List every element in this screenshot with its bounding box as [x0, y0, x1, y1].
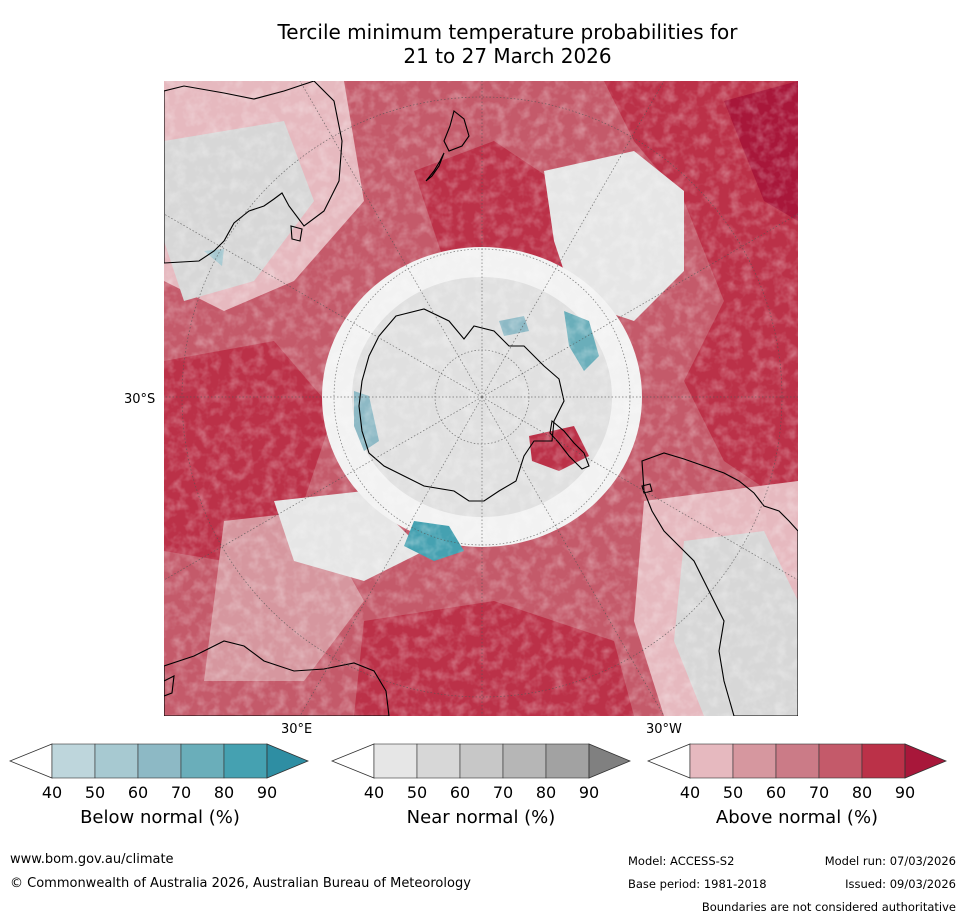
- colorbar-swatch: [502, 743, 547, 779]
- colorbar-below-label: Below normal (%): [80, 807, 240, 828]
- colorbar-extend-high: [904, 743, 948, 779]
- colorbar-swatch: [137, 743, 182, 779]
- new-zealand-coastline: [443, 110, 470, 152]
- tick-label: 60: [127, 783, 149, 802]
- tick-label: 70: [170, 783, 192, 802]
- title-line-2: 21 to 27 March 2026: [403, 44, 612, 68]
- colorbar-extend-high: [266, 743, 310, 779]
- colorbar-extend-high: [588, 743, 632, 779]
- tick-label: 70: [808, 783, 830, 802]
- probability-map: [164, 81, 798, 716]
- colorbar-swatch: [51, 743, 96, 779]
- colorbar-swatch: [861, 743, 906, 779]
- title-line-1: Tercile minimum temperature probabilitie…: [277, 20, 738, 44]
- colorbar-below: [8, 743, 310, 779]
- website-link[interactable]: www.bom.gov.au/climate: [10, 852, 174, 867]
- tick-label: 80: [851, 783, 873, 802]
- tick-label: 80: [213, 783, 235, 802]
- colorbar-extend-low: [8, 743, 53, 779]
- colorbar-swatch: [775, 743, 820, 779]
- colorbar-swatch: [689, 743, 734, 779]
- colorbar-above: [646, 743, 948, 779]
- new-zealand-coastline: [425, 152, 445, 182]
- model-name: Model: ACCESS-S2: [628, 854, 735, 868]
- tick-label: 50: [84, 783, 106, 802]
- antarctic-peninsula-coastline: [549, 419, 590, 470]
- tick-label: 90: [256, 783, 278, 802]
- colorbar-swatch: [732, 743, 777, 779]
- longitude-label-east: 30°E: [281, 722, 313, 737]
- tick-label: 40: [41, 783, 63, 802]
- colorbar-swatch: [94, 743, 139, 779]
- boundary-disclaimer: Boundaries are not considered authoritat…: [701, 900, 956, 914]
- tick-label: 60: [449, 783, 471, 802]
- madagascar-coastline: [164, 675, 175, 697]
- australia-coastline: [164, 81, 343, 264]
- colorbar-near-label: Near normal (%): [406, 807, 556, 828]
- colorbar-above-label: Above normal (%): [715, 807, 879, 828]
- longitude-label-west: 30°W: [646, 722, 682, 737]
- tick-label: 50: [406, 783, 428, 802]
- colorbar-swatch: [373, 743, 418, 779]
- tick-label: 50: [722, 783, 744, 802]
- tick-label: 90: [894, 783, 916, 802]
- tick-label: 80: [535, 783, 557, 802]
- map-title: Tercile minimum temperature probabilitie…: [0, 20, 965, 68]
- colorbar-near: [330, 743, 632, 779]
- colorbar-swatch: [223, 743, 268, 779]
- issued-date: Issued: 09/03/2026: [845, 877, 956, 891]
- base-period: Base period: 1981-2018: [628, 877, 767, 891]
- colorbar-swatch: [416, 743, 461, 779]
- tick-label: 40: [679, 783, 701, 802]
- colorbar-extend-low: [646, 743, 691, 779]
- tick-label: 60: [765, 783, 787, 802]
- south-america-coastline: [641, 452, 798, 716]
- colorbar-swatch: [459, 743, 504, 779]
- copyright-notice: © Commonwealth of Australia 2026, Austra…: [10, 876, 471, 891]
- tick-label: 70: [492, 783, 514, 802]
- colorbar-swatch: [545, 743, 590, 779]
- colorbar-below-swatches: [8, 743, 310, 779]
- tick-label: 90: [578, 783, 600, 802]
- colorbar-swatch: [818, 743, 863, 779]
- colorbar-near-swatches: [330, 743, 632, 779]
- colorbar-above-swatches: [646, 743, 948, 779]
- colorbar-extend-low: [330, 743, 375, 779]
- tasmania-coastline: [290, 225, 303, 242]
- model-run-date: Model run: 07/03/2026: [824, 854, 956, 868]
- antarctica-coastline: [358, 308, 565, 502]
- southern-africa-coastline: [164, 640, 390, 716]
- latitude-label: 30°S: [124, 392, 156, 407]
- colorbar-swatch: [180, 743, 225, 779]
- tick-label: 40: [363, 783, 385, 802]
